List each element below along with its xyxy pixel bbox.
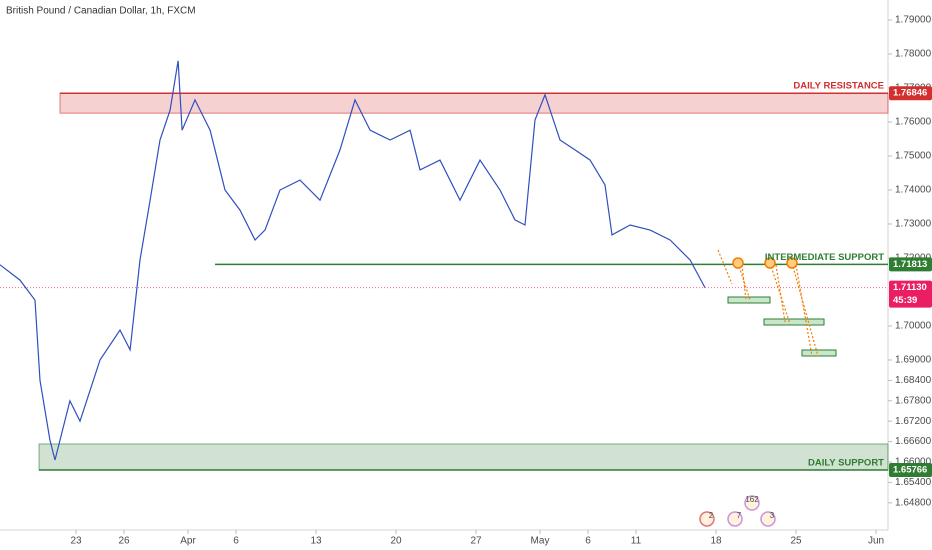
y-tick-label: 1.76000 [895,117,932,128]
x-tick-label: 6 [585,536,591,547]
zone [59,92,889,114]
y-tick-label: 1.67200 [895,416,932,427]
price-tag [889,280,932,308]
price-tag-label: 1.71813 [893,259,927,270]
touch-marker [786,257,798,269]
y-tick-label: 1.75000 [895,151,932,162]
y-tick-label: 1.69000 [895,355,932,366]
countdown: 45:39 [893,295,917,306]
y-tick-label: 1.68400 [895,375,932,386]
x-tick-label: 27 [470,536,482,547]
x-tick-label: 11 [631,536,642,547]
event-icon [727,511,743,527]
y-tick-label: 1.66600 [895,436,932,447]
y-tick-label: 1.64800 [895,497,932,508]
price-tag-label: 1.65766 [893,464,927,475]
y-tick-label: 1.78000 [895,49,932,60]
touch-marker [732,257,744,269]
chart-title: British Pound / Canadian Dollar, 1h, FXC… [6,6,196,17]
x-tick-label: 20 [390,536,402,547]
x-tick-label: 6 [233,536,239,547]
x-tick-label: Apr [180,536,196,547]
x-tick-label: 26 [118,536,130,547]
event-count: 2 [709,511,714,520]
event-count: 7 [737,511,742,520]
x-tick-label: May [531,536,550,547]
target-box [727,296,771,304]
y-tick-label: 1.67800 [895,395,932,406]
event-count: 162 [745,495,759,504]
projection-arrow [717,249,819,357]
y-tick-label: 1.66000 [895,457,932,468]
touch-marker [764,257,776,269]
projection [717,249,837,357]
x-tick-label: 25 [790,536,802,547]
y-tick-label: 1.73000 [895,219,932,230]
zone [38,443,889,471]
x-tick-label: Jun [868,536,884,547]
y-tick-label: 1.79000 [895,15,932,26]
price-tag [889,86,932,101]
x-tick-label: 13 [310,536,322,547]
level-name: DAILY SUPPORT [808,457,884,468]
target-box [801,349,837,357]
price-tag-label: 1.76846 [893,88,927,99]
event-icon [760,511,776,527]
level-name: DAILY RESISTANCE [793,81,884,92]
y-tick-label: 1.74000 [895,185,932,196]
price-line [0,60,706,461]
level-name: INTERMEDIATE SUPPORT [765,252,884,263]
price-tag [889,462,932,477]
event-count: 3 [770,511,775,520]
event-icon [699,511,715,527]
y-tick-label: 1.65400 [895,477,932,488]
target-box [763,318,825,326]
price-tag-label: 1.71130 [893,282,927,293]
x-tick-label: 18 [710,536,722,547]
price-tag [889,257,932,272]
x-tick-label: 23 [70,536,82,547]
event-icon [744,495,760,511]
y-tick-label: 1.70000 [895,321,932,332]
